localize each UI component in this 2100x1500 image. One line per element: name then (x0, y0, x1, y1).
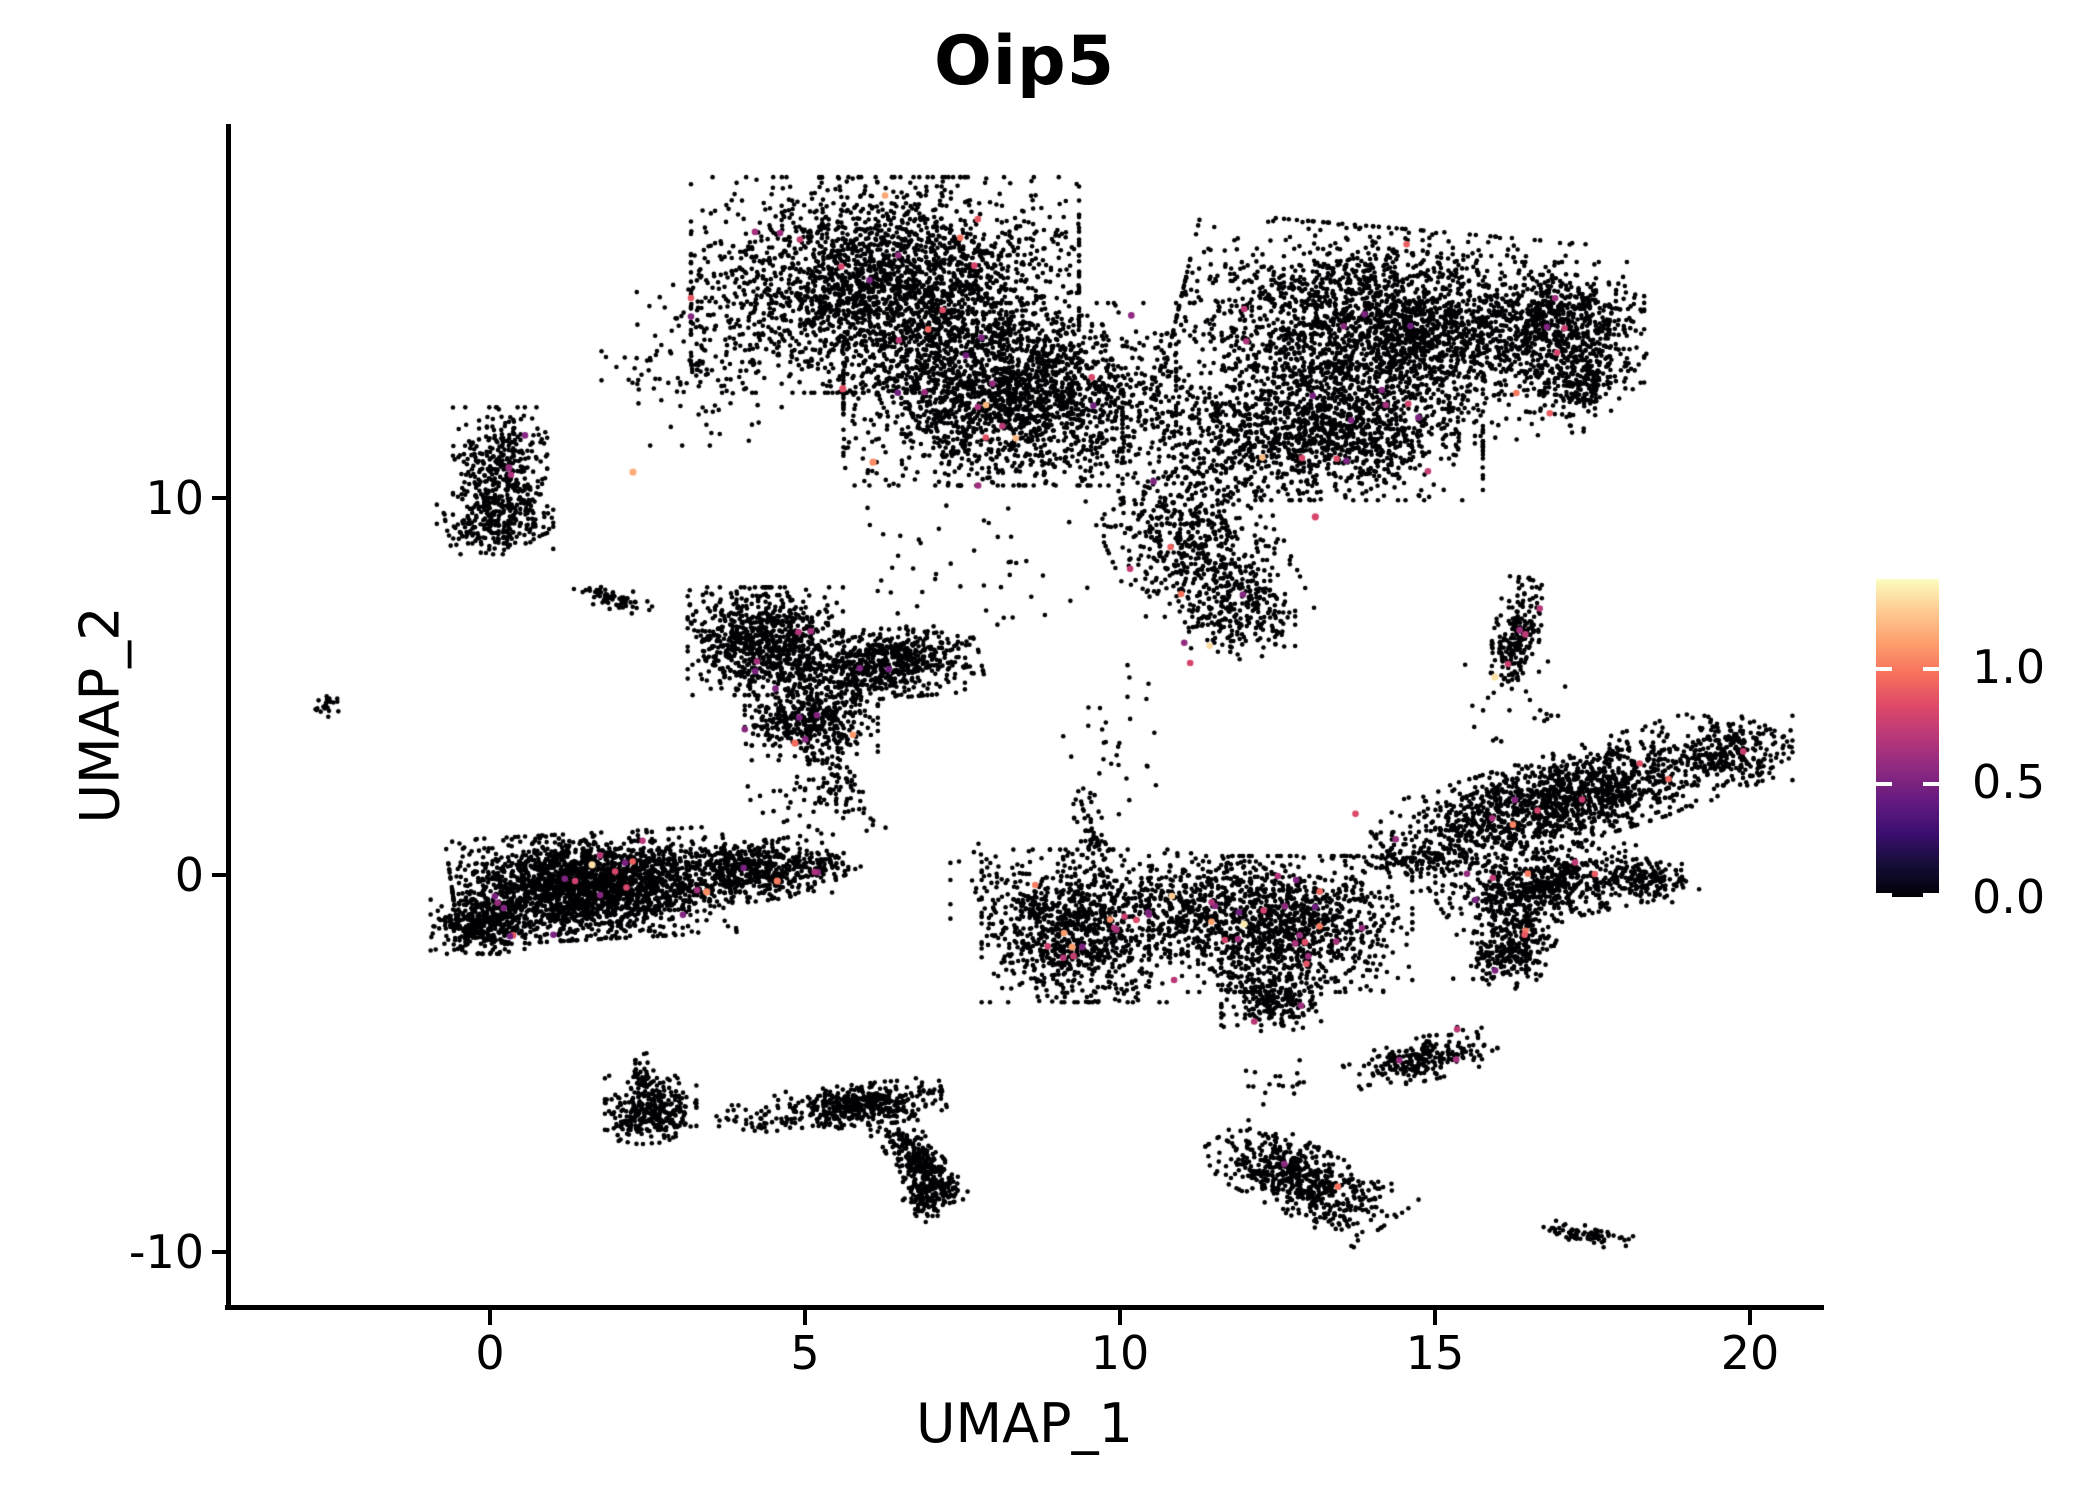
expression-colorbar (1876, 579, 1939, 897)
colorbar-tick-label: 0.5 (1972, 754, 2046, 809)
plot-title: Oip5 (933, 22, 1116, 101)
colorbar-tick-notch (1923, 893, 1939, 897)
x-tick-mark (1118, 1310, 1122, 1325)
colorbar-tick-notch (1923, 781, 1939, 786)
colorbar-tick-notch (1876, 781, 1892, 786)
x-tick-mark (1433, 1310, 1437, 1325)
y-tick-mark (212, 1250, 227, 1254)
colorbar-tick-notch (1923, 666, 1939, 671)
y-tick-label: 10 (145, 471, 204, 525)
x-tick-label: 0 (475, 1326, 505, 1380)
x-axis-label: UMAP_1 (916, 1392, 1133, 1455)
colorbar-tick-label: 0.0 (1972, 870, 2046, 924)
x-tick-label: 5 (790, 1326, 820, 1380)
colorbar-tick-notch (1876, 666, 1892, 671)
x-tick-mark (488, 1310, 492, 1325)
x-tick-label: 10 (1090, 1326, 1150, 1380)
x-tick-mark (803, 1310, 807, 1325)
y-axis-line (226, 124, 231, 1310)
colorbar-tick-label: 1.0 (1972, 639, 2046, 694)
y-tick-label: 0 (174, 848, 204, 902)
y-axis-label: UMAP_2 (68, 606, 132, 824)
y-tick-mark (212, 873, 227, 877)
y-tick-mark (212, 496, 227, 500)
colorbar-tick-notch (1876, 893, 1892, 897)
x-tick-label: 20 (1720, 1326, 1780, 1380)
y-tick-label: -10 (128, 1225, 204, 1279)
x-axis-line (225, 1305, 1824, 1310)
x-tick-label: 15 (1405, 1326, 1465, 1380)
x-tick-mark (1748, 1310, 1752, 1325)
